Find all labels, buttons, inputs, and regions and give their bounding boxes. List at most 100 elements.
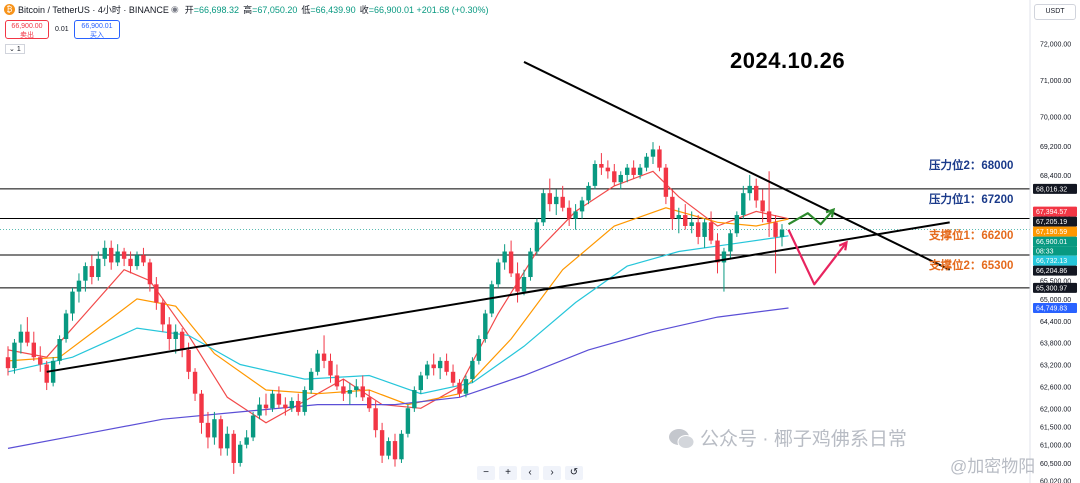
y-tick-label: 70,000.00	[1040, 115, 1071, 122]
volume-selector[interactable]: ⌄ 1	[5, 44, 25, 54]
symbol-title[interactable]: Bitcoin / TetherUS · 4小时 · BINANCE	[18, 4, 169, 15]
candle-body	[50, 360, 56, 383]
candle-body	[328, 360, 333, 376]
candle-body	[708, 222, 714, 241]
y-tick-label: 62,000.00	[1040, 406, 1071, 413]
candle-body	[631, 167, 636, 175]
symbol-header: ₿ Bitcoin / TetherUS · 4小时 · BINANCE ◉ 开…	[0, 0, 489, 18]
currency-selector[interactable]: USDT	[1034, 4, 1076, 20]
price-tag	[1033, 183, 1077, 194]
candle-body	[695, 222, 701, 237]
candle-body	[167, 324, 172, 339]
candle-body	[418, 375, 423, 391]
price-tag-label: 66,732.13	[1036, 258, 1067, 265]
candle-body	[341, 386, 346, 394]
ohlc-close: 收=66,900.01 +201.68 (+0.30%)	[359, 4, 489, 15]
price-tag-label: 67,190.59	[1036, 229, 1067, 236]
price-tag	[1033, 303, 1077, 314]
price-tag-label: 68,016.32	[1036, 186, 1067, 193]
candle-body	[63, 313, 69, 339]
support-1-label: 支撑位1：66200	[929, 230, 1014, 242]
support-2-label: 支撑位2：65300	[929, 260, 1014, 272]
moving-average-line	[7, 307, 789, 449]
price-tag	[1033, 226, 1077, 237]
candle-body	[618, 174, 623, 183]
price-tag	[1033, 216, 1077, 227]
spread-value: 0.01	[55, 26, 69, 33]
candle-body	[392, 441, 398, 460]
candle-body	[425, 364, 430, 376]
candle-body	[205, 422, 211, 438]
price-tag	[1033, 255, 1077, 266]
candle-body	[76, 280, 82, 292]
scroll-right-button[interactable]: ›	[543, 466, 561, 480]
candle-body	[334, 375, 340, 387]
candle-body	[683, 215, 688, 226]
trend-line	[46, 221, 950, 373]
candle-body	[192, 371, 198, 394]
candle-body	[637, 167, 643, 175]
candle-body	[644, 156, 649, 168]
scenario-path	[787, 208, 835, 226]
candle-body	[496, 262, 501, 285]
zoom-out-button[interactable]: −	[477, 466, 495, 480]
candle-body	[379, 430, 385, 456]
price-tag-label: 67,205.19	[1036, 219, 1067, 226]
candle-body	[18, 331, 24, 343]
chart-zoom-controls: − + ‹ › ↺	[477, 466, 587, 481]
candle-body	[521, 277, 527, 292]
trend-line	[523, 61, 951, 271]
sell-label: 卖出	[20, 32, 34, 39]
candle-body	[109, 247, 114, 263]
candle-body	[276, 393, 282, 405]
candle-body	[57, 338, 62, 361]
candle-body	[721, 251, 727, 263]
y-tick-label: 68,400.00	[1040, 173, 1071, 180]
watermark-sub: @加密物阳	[950, 457, 1036, 476]
candle-body	[199, 393, 204, 423]
y-tick-label: 61,000.00	[1040, 443, 1071, 450]
candle-body	[289, 400, 294, 409]
candle-body	[670, 196, 675, 219]
ohlc-high: 高=67,050.20	[243, 4, 298, 15]
candle-body	[508, 251, 514, 274]
candle-body	[102, 247, 107, 259]
candle-body	[457, 382, 462, 394]
ohlc-open: 开=66,698.32	[184, 4, 240, 15]
candle-body	[437, 360, 443, 369]
buy-button[interactable]: 66,900.01 买入	[74, 20, 120, 39]
candle-body	[657, 149, 662, 168]
candle-body	[212, 419, 217, 438]
price-tag	[1033, 282, 1077, 293]
candle-body	[218, 419, 224, 449]
y-tick-label: 60,020.00	[1040, 478, 1071, 483]
y-tick-label: 71,000.00	[1040, 78, 1071, 85]
candle-body	[89, 266, 95, 278]
candle-body	[96, 258, 101, 278]
zoom-in-button[interactable]: +	[499, 466, 517, 480]
y-tick-label: 62,600.00	[1040, 384, 1071, 391]
candle-body	[573, 211, 578, 219]
price-tag-label: 64,749.83	[1036, 306, 1067, 313]
ohlc-low: 低=66,439.90	[301, 4, 356, 15]
candle-body	[566, 207, 572, 219]
candle-body	[315, 353, 320, 372]
candle-body	[450, 371, 456, 383]
resistance-1-label: 压力位1：67200	[929, 194, 1014, 206]
candle-body	[5, 357, 11, 369]
candle-body	[412, 390, 417, 409]
candle-body	[141, 255, 146, 263]
price-tag-label: 67,394.57	[1036, 209, 1067, 216]
y-tick-label: 60,500.00	[1040, 461, 1071, 468]
candle-body	[83, 266, 88, 281]
y-tick-label: 65,000.00	[1040, 297, 1071, 304]
candle-body	[225, 433, 230, 449]
resistance-2-label: 压力位2：68000	[929, 160, 1014, 172]
eye-icon[interactable]: ◉	[170, 3, 179, 14]
candle-body	[470, 360, 475, 380]
reset-chart-button[interactable]: ↺	[565, 466, 583, 480]
candle-body	[160, 302, 165, 325]
sell-button[interactable]: 66,900.00 卖出	[5, 20, 49, 39]
scroll-left-button[interactable]: ‹	[521, 466, 539, 480]
